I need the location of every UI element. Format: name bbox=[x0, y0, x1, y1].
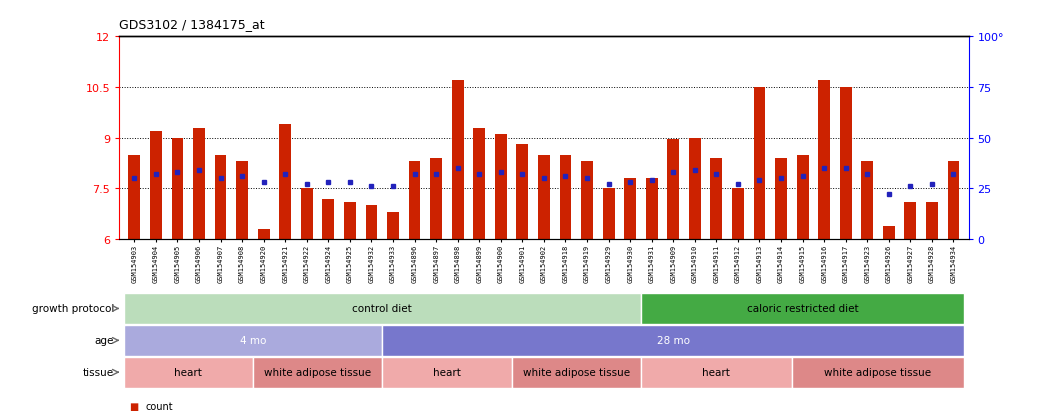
Bar bbox=[258, 230, 270, 240]
Bar bbox=[948, 162, 959, 240]
Text: white adipose tissue: white adipose tissue bbox=[264, 367, 371, 377]
Bar bbox=[862, 162, 873, 240]
Text: heart: heart bbox=[433, 367, 460, 377]
Bar bbox=[516, 145, 528, 240]
Text: count: count bbox=[145, 401, 173, 411]
Bar bbox=[689, 138, 701, 240]
Bar bbox=[344, 202, 356, 240]
Bar bbox=[646, 179, 657, 240]
Bar bbox=[383, 357, 511, 388]
Text: 4 mo: 4 mo bbox=[240, 335, 267, 346]
Bar bbox=[926, 202, 937, 240]
Bar bbox=[581, 162, 593, 240]
Bar bbox=[775, 159, 787, 240]
Bar bbox=[123, 293, 641, 324]
Bar bbox=[171, 138, 184, 240]
Bar bbox=[123, 325, 383, 356]
Bar bbox=[624, 179, 636, 240]
Bar bbox=[818, 81, 830, 240]
Bar bbox=[383, 325, 964, 356]
Bar bbox=[641, 357, 792, 388]
Bar bbox=[602, 189, 615, 240]
Bar bbox=[538, 155, 550, 240]
Bar bbox=[253, 357, 383, 388]
Bar bbox=[904, 202, 917, 240]
Bar bbox=[323, 199, 334, 240]
Bar bbox=[754, 88, 765, 240]
Text: heart: heart bbox=[702, 367, 730, 377]
Bar bbox=[796, 155, 809, 240]
Bar bbox=[387, 213, 399, 240]
Bar bbox=[473, 128, 485, 240]
Bar bbox=[882, 226, 895, 240]
Text: heart: heart bbox=[174, 367, 202, 377]
Bar bbox=[668, 140, 679, 240]
Bar bbox=[129, 155, 140, 240]
Bar bbox=[193, 128, 205, 240]
Text: control diet: control diet bbox=[353, 304, 412, 314]
Text: caloric restricted diet: caloric restricted diet bbox=[747, 304, 859, 314]
Bar bbox=[840, 88, 851, 240]
Bar bbox=[430, 159, 442, 240]
Bar bbox=[495, 135, 507, 240]
Bar bbox=[215, 155, 226, 240]
Bar bbox=[123, 357, 253, 388]
Bar bbox=[710, 159, 723, 240]
Bar bbox=[150, 132, 162, 240]
Text: white adipose tissue: white adipose tissue bbox=[523, 367, 629, 377]
Text: growth protocol: growth protocol bbox=[32, 304, 114, 314]
Text: age: age bbox=[94, 335, 114, 346]
Text: tissue: tissue bbox=[83, 367, 114, 377]
Bar bbox=[511, 357, 641, 388]
Text: GDS3102 / 1384175_at: GDS3102 / 1384175_at bbox=[119, 18, 264, 31]
Bar bbox=[732, 189, 744, 240]
Text: ■: ■ bbox=[130, 401, 139, 411]
Text: 28 mo: 28 mo bbox=[656, 335, 690, 346]
Bar bbox=[301, 189, 313, 240]
Bar bbox=[792, 357, 964, 388]
Bar bbox=[560, 155, 571, 240]
Bar bbox=[452, 81, 464, 240]
Bar bbox=[365, 206, 377, 240]
Bar bbox=[409, 162, 420, 240]
Bar bbox=[236, 162, 248, 240]
Text: white adipose tissue: white adipose tissue bbox=[824, 367, 931, 377]
Bar bbox=[279, 125, 291, 240]
Bar bbox=[641, 293, 964, 324]
